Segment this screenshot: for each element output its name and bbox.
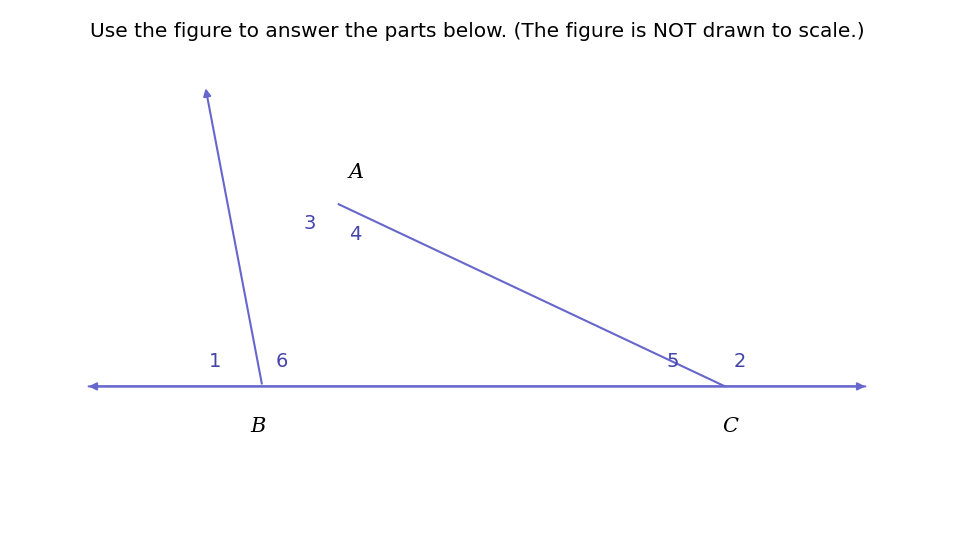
- Text: 2: 2: [733, 352, 744, 371]
- Text: 3: 3: [304, 214, 315, 233]
- Text: 4: 4: [349, 225, 360, 244]
- Text: B: B: [250, 417, 265, 436]
- Text: A: A: [348, 163, 363, 182]
- Text: 6: 6: [275, 352, 287, 371]
- Text: 1: 1: [209, 352, 220, 371]
- Text: Use the figure to answer the parts below. (The figure is NOT drawn to scale.): Use the figure to answer the parts below…: [90, 22, 863, 41]
- Text: 5: 5: [665, 352, 679, 371]
- Text: C: C: [721, 417, 737, 436]
